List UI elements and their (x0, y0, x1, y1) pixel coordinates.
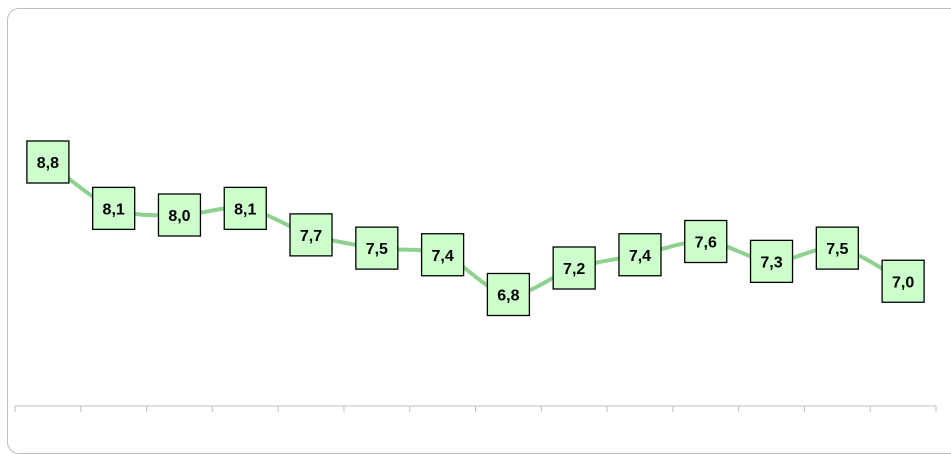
data-point-label: 7,0 (881, 259, 925, 303)
data-label-box (223, 186, 267, 231)
data-point-label: 7,5 (815, 226, 859, 270)
data-label-text: 7,4 (431, 248, 453, 265)
data-point-label: 7,6 (684, 219, 728, 264)
data-label-text: 7,3 (760, 254, 782, 271)
data-label-box (618, 233, 662, 277)
data-label-text: 7,5 (826, 241, 848, 258)
data-label-text: 7,2 (563, 261, 585, 278)
data-label-text: 7,7 (300, 228, 322, 245)
data-label-text: 8,1 (234, 201, 256, 218)
data-point-label: 7,2 (552, 246, 596, 290)
data-label-box (881, 259, 925, 303)
data-label-text: 8,8 (37, 155, 59, 172)
data-label-text: 8,0 (168, 208, 190, 225)
data-label-box (157, 193, 202, 237)
data-point-label: 8,0 (157, 193, 202, 237)
data-label-box (684, 219, 728, 264)
data-label-box (26, 140, 70, 184)
data-point-label: 7,3 (749, 239, 794, 284)
data-labels: 8,8 8,1 8,0 8,1 7,7 7,5 7,4 6,8 7,2 7,4 7,6 7,3 7,5 7… (26, 140, 925, 317)
data-label-box (92, 186, 136, 231)
data-label-text: 6,8 (497, 288, 519, 305)
data-point-label: 8,1 (223, 186, 267, 231)
data-point-label: 8,1 (92, 186, 136, 231)
data-label-box (749, 239, 794, 284)
data-label-text: 7,0 (892, 274, 914, 291)
x-axis-ticks (14, 406, 937, 412)
data-label-text: 7,4 (629, 248, 651, 265)
data-label-box (486, 272, 531, 317)
data-point-label: 6,8 (486, 272, 531, 317)
data-label-text: 7,5 (366, 241, 388, 258)
data-point-label: 7,7 (289, 213, 333, 257)
data-label-box (815, 226, 859, 270)
data-label-text: 7,6 (695, 235, 717, 252)
data-point-label: 7,5 (355, 226, 399, 270)
data-point-label: 7,4 (420, 233, 465, 277)
data-label-box (420, 233, 465, 277)
data-point-label: 7,4 (618, 233, 662, 277)
data-label-box (552, 246, 596, 290)
data-label-box (355, 226, 399, 270)
data-label-text: 8,1 (103, 201, 125, 218)
data-point-label: 8,8 (26, 140, 70, 184)
data-label-box (289, 213, 333, 257)
